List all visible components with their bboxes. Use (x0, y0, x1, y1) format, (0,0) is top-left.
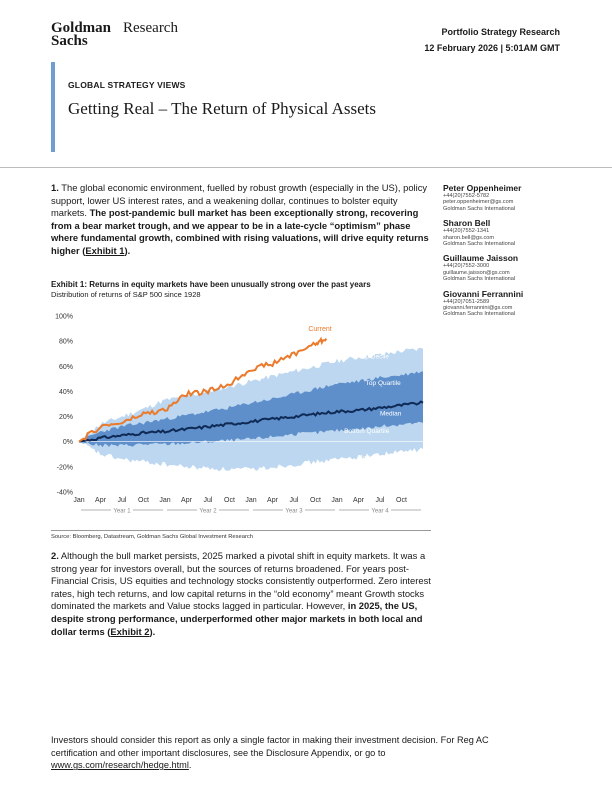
x-tick-label: Oct (224, 497, 235, 504)
gs-logo: Goldman Sachs Research (51, 20, 178, 49)
exhibit-subtitle: Distribution of returns of S&P 500 since… (51, 290, 201, 299)
x-tick-label: Jul (290, 497, 299, 504)
y-tick-label: 60% (59, 364, 73, 371)
median-label: Median (380, 410, 402, 417)
year-label-bg (283, 506, 305, 514)
returns-chart: -40%-20%0%20%40%60%80%100% Jan Apr Jul Oct J… (55, 314, 424, 515)
year-label-bg (197, 506, 219, 514)
author-card: Guillaume Jaisson +44(20)7552-3000 guill… (443, 253, 563, 282)
x-tick-label: Apr (95, 497, 107, 504)
author-name: Peter Oppenheimer (443, 183, 522, 193)
year-label: Year 2 (199, 509, 217, 515)
para1-number: 1. (51, 182, 59, 193)
para2-bold-end: ). (149, 625, 156, 637)
author-firm: Goldman Sachs International (443, 276, 516, 283)
top-quartile-label: Top Quartile (366, 380, 401, 387)
author-phone: +44(20)7552-3000 (443, 263, 490, 270)
x-tick-label: Apr (353, 497, 365, 504)
bottom-decile-label: Bottom Decile (359, 454, 400, 461)
current-label: Current (308, 326, 331, 333)
series-labels: Current Top Decile Top Quartile Median Botto… (308, 326, 401, 461)
author-email[interactable]: giovanni.ferrannini@gs.com (443, 305, 513, 312)
median-line (78, 400, 424, 443)
y-axis: -40% -20% 0% 20% 40% 60% 80% 100% (55, 314, 73, 497)
x-tick-label: Jan (331, 497, 342, 504)
x-tick-label: Jul (204, 497, 213, 504)
author-name: Giovanni Ferrannini (443, 288, 524, 299)
x-tick-label: Jan (245, 497, 256, 504)
y-tick-label: 40% (59, 389, 73, 396)
year-label: Year 4 (371, 509, 389, 515)
disclosure-link[interactable]: www.gs.com/research/hedge.html (51, 760, 189, 771)
para2-bold: in 2025, the US, despite strong performa… (51, 600, 423, 637)
logo-line-1: Goldman (51, 20, 112, 36)
para2-number: 2. (51, 550, 59, 561)
para2-text: Although the bull market persists, 2025 … (51, 550, 431, 612)
y-tick-label: 100% (55, 314, 73, 321)
exhibit-title: Exhibit 1: Returns in equity markets hav… (51, 280, 371, 289)
exhibit-source: Source: Bloomberg, Datastream, Goldman S… (51, 534, 254, 540)
x-tick-label: Jan (159, 497, 170, 504)
year-label-bg (111, 506, 133, 514)
footer-end: . (188, 760, 192, 771)
current-line (78, 336, 328, 443)
kicker: GLOBAL STRATEGY VIEWS (68, 80, 186, 90)
y-tick-label: 0% (63, 439, 73, 446)
year-label: Year 1 (113, 509, 131, 515)
logo-research: Research (123, 20, 178, 36)
author-firm: Goldman Sachs International (443, 311, 516, 318)
bottom-quartile-label: Bottom Quartile (344, 428, 390, 435)
author-name: Sharon Bell (443, 218, 491, 229)
year-label: Year 3 (285, 509, 303, 515)
author-card: Peter Oppenheimer +44(20)7552-5782 peter… (443, 183, 563, 212)
exhibit-rule (51, 530, 431, 531)
report-type: Portfolio Strategy Research (441, 27, 560, 37)
title-accent-bar (51, 62, 55, 152)
x-tick-label: Apr (181, 497, 193, 504)
author-phone: +44(20)7552-5782 (443, 193, 490, 199)
quartile-band (79, 371, 423, 448)
top-decile-label: Top Decile (359, 354, 390, 361)
y-tick-label: -40% (57, 490, 73, 497)
author-list: Peter Oppenheimer +44(20)7552-5782 peter… (443, 183, 563, 324)
author-firm: Goldman Sachs International (443, 205, 516, 212)
author-email[interactable]: guillaume.jaisson@gs.com (443, 269, 510, 276)
para1-bold: The post-pandemic bull market has been e… (51, 207, 429, 256)
y-tick-label: 80% (59, 339, 73, 346)
year-label-bg (369, 506, 391, 514)
exhibit-2-link[interactable]: Exhibit 2 (110, 625, 150, 637)
y-tick-label: 20% (59, 414, 73, 421)
header-right: Portfolio Strategy Research 12 February … (424, 24, 560, 56)
author-card: Giovanni Ferrannini +44(20)7051-2589 gio… (443, 289, 563, 318)
footer-text: Investors should consider this report as… (51, 735, 489, 758)
x-axis: Jan Apr Jul Oct Jan Apr Jul Oct Jan Apr Jul Oct Jan A… (73, 497, 421, 515)
report-date: 12 February 2026 | 5:01AM GMT (424, 43, 560, 53)
x-tick-label: Jul (118, 497, 127, 504)
paragraph-1: 1. The global economic environment, fuel… (51, 182, 431, 258)
author-name: Guillaume Jaisson (443, 253, 519, 264)
para1-text: The global economic environment, fuelled… (51, 182, 428, 219)
y-tick-label: -20% (57, 464, 73, 471)
exhibit-1-link[interactable]: Exhibit 1 (85, 244, 125, 256)
page-title: Getting Real – The Return of Physical As… (68, 99, 377, 118)
paragraph-2: 2. Although the bull market persists, 20… (51, 550, 431, 638)
logo-line-2: Sachs (51, 33, 88, 49)
x-tick-label: Apr (267, 497, 279, 504)
divider (0, 167, 612, 168)
x-tick-label: Oct (396, 497, 407, 504)
author-email[interactable]: peter.oppenheimer@gs.com (443, 199, 514, 206)
author-card: Sharon Bell +44(20)7552-1341 sharon.bell… (443, 218, 563, 247)
author-email[interactable]: sharon.bell@gs.com (443, 234, 495, 241)
disclosure-footer: Investors should consider this report as… (51, 734, 491, 772)
author-firm: Goldman Sachs International (443, 241, 516, 248)
author-phone: +44(20)7051-2589 (443, 298, 490, 305)
para1-bold-end: ). (124, 244, 131, 256)
x-tick-label: Jul (376, 497, 385, 504)
x-tick-label: Oct (310, 497, 321, 504)
author-phone: +44(20)7552-1341 (443, 228, 490, 235)
x-tick-label: Jan (73, 497, 84, 504)
x-tick-label: Oct (138, 497, 149, 504)
